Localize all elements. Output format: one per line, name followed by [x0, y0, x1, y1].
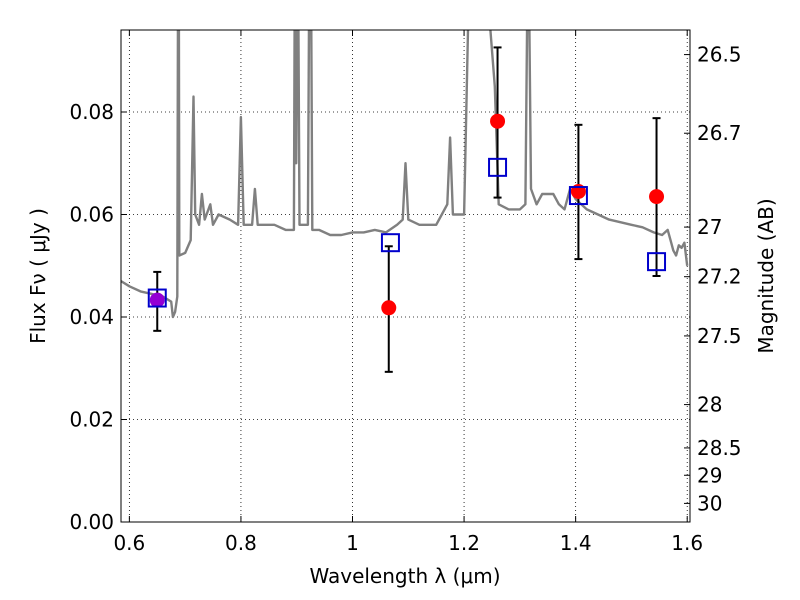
model-photometry-points	[147, 157, 667, 308]
model-photometry-point	[568, 186, 588, 206]
x-axis-ticks: 0.6 0.8 1 1.2 1.4 1.6	[113, 30, 703, 555]
observed-flux-point	[649, 189, 665, 205]
y-tick-label: 0.08	[69, 100, 114, 124]
magnitude-tick-label: 26.7	[697, 121, 742, 145]
magnitude-tick-label: 27.5	[697, 324, 742, 348]
x-tick-label: 0.6	[113, 531, 145, 555]
magnitude-tick-label: 28	[697, 393, 722, 417]
magnitude-tick-label: 29	[697, 463, 722, 487]
model-photometry-point	[488, 157, 508, 177]
model-photometry-point	[647, 252, 667, 272]
plot-frame	[120, 29, 691, 523]
magnitude-tick-label: 27.2	[697, 265, 742, 289]
model-spectrum-line	[121, 30, 689, 319]
y-tick-label: 0.06	[69, 203, 114, 227]
x-tick-label: 1.2	[448, 531, 480, 555]
y-tick-label: 0.00	[69, 510, 114, 534]
magnitude-tick-label: 26.5	[697, 43, 742, 67]
observed-flux-point	[381, 300, 397, 316]
magnitude-tick-label: 28.5	[697, 436, 742, 460]
grid-lines	[121, 30, 690, 522]
model-photometry-point	[380, 233, 400, 253]
magnitude-tick-label: 30	[697, 491, 722, 515]
x-tick-label: 1	[346, 531, 359, 555]
x-tick-label: 1.4	[560, 531, 592, 555]
model-spectrum	[121, 30, 689, 319]
magnitude-tick-label: 27	[697, 215, 722, 239]
magnitude-axis-ticks: 26.5 26.7 27 27.2 27.5 28 28.5 29 30	[684, 43, 742, 515]
x-axis-label: Wavelength λ (μm)	[309, 564, 500, 588]
plot-area	[121, 30, 690, 522]
x-tick-label: 0.8	[225, 531, 257, 555]
y-axis-label: Flux Fν ( μJy )	[26, 208, 50, 344]
y-axis-right-label: Magnitude (AB)	[754, 198, 778, 353]
model-photometry-point	[147, 288, 167, 308]
y-tick-label: 0.04	[69, 305, 114, 329]
y-axis-ticks: 0.00 0.02 0.04 0.06 0.08	[69, 100, 127, 534]
observed-flux-point	[149, 292, 165, 308]
observed-flux-point	[490, 113, 506, 129]
x-tick-label: 1.6	[671, 531, 703, 555]
y-tick-label: 0.02	[69, 408, 114, 432]
